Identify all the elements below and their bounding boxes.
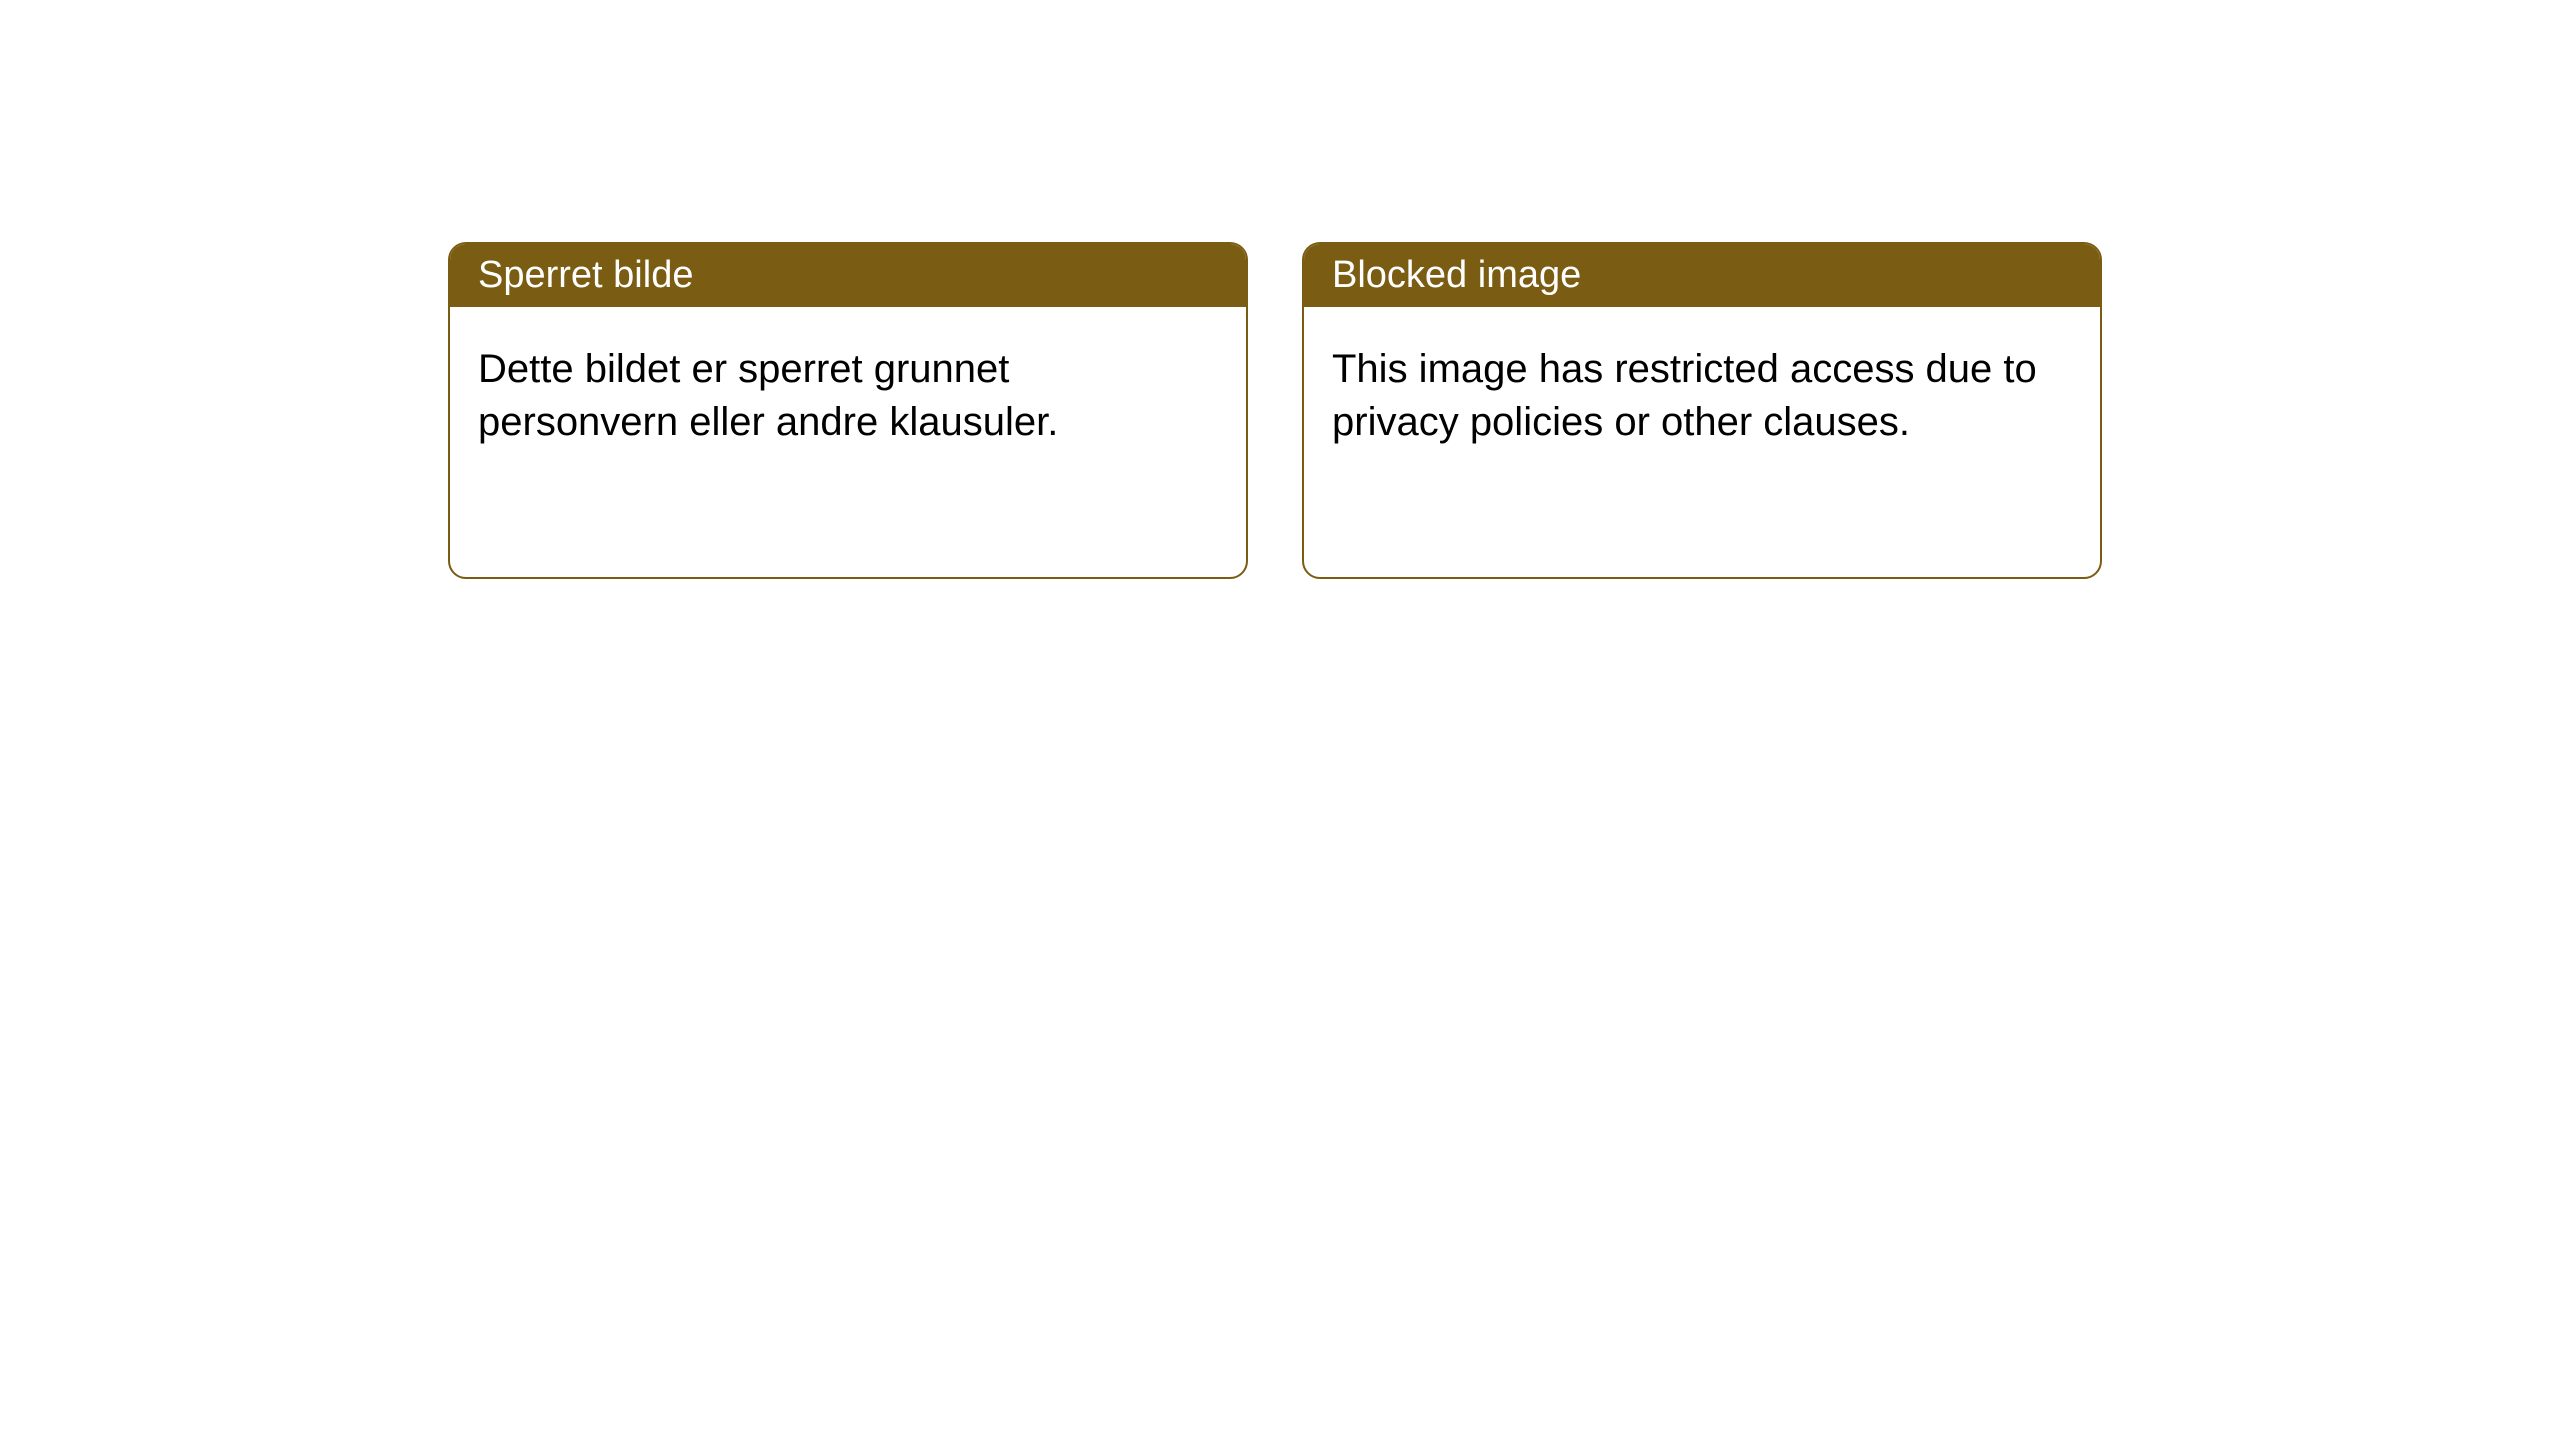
card-message-no: Dette bildet er sperret grunnet personve… bbox=[478, 347, 1058, 444]
card-message-en: This image has restricted access due to … bbox=[1332, 347, 2037, 444]
cards-container: Sperret bilde Dette bildet er sperret gr… bbox=[0, 0, 2560, 579]
card-title-en: Blocked image bbox=[1332, 254, 1581, 296]
card-header-no: Sperret bilde bbox=[450, 244, 1246, 307]
blocked-image-card-no: Sperret bilde Dette bildet er sperret gr… bbox=[448, 242, 1248, 579]
card-header-en: Blocked image bbox=[1304, 244, 2100, 307]
card-title-no: Sperret bilde bbox=[478, 254, 693, 296]
card-body-en: This image has restricted access due to … bbox=[1304, 307, 2100, 577]
blocked-image-card-en: Blocked image This image has restricted … bbox=[1302, 242, 2102, 579]
card-body-no: Dette bildet er sperret grunnet personve… bbox=[450, 307, 1246, 577]
